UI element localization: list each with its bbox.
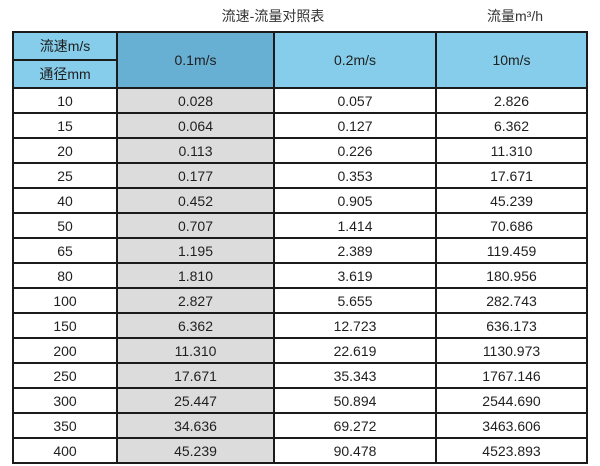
- table-row: 100 2.827 5.655 282.743: [12, 287, 588, 314]
- flow-value-cell: 5.655: [273, 287, 437, 314]
- flow-value-cell: 636.173: [435, 312, 588, 339]
- flow-value-cell: 2.827: [116, 287, 275, 314]
- table-row: 300 25.447 50.894 2544.690: [12, 387, 588, 414]
- flow-value-cell: 0.064: [116, 112, 275, 139]
- flow-value-cell: 2.826: [435, 87, 588, 114]
- flow-value-cell: 11.310: [435, 137, 588, 164]
- flow-value-cell: 1767.146: [435, 362, 588, 389]
- flow-value-cell: 3.619: [273, 262, 437, 289]
- flow-unit-label: 流量m³/h: [487, 8, 543, 24]
- flow-value-cell: 6.362: [435, 112, 588, 139]
- diameter-cell: 350: [12, 412, 118, 439]
- diameter-cell: 25: [12, 162, 118, 189]
- header-row-top: 流速m/s 0.1m/s 0.2m/s 10m/s: [12, 31, 588, 89]
- flow-value-cell: 119.459: [435, 237, 588, 264]
- flow-value-cell: 90.478: [273, 437, 437, 464]
- flow-value-cell: 0.057: [273, 87, 437, 114]
- flow-value-cell: 2.389: [273, 237, 437, 264]
- diameter-cell: 400: [12, 437, 118, 464]
- flow-value-cell: 11.310: [116, 337, 275, 364]
- diameter-cell: 10: [12, 87, 118, 114]
- flow-value-cell: 1130.973: [435, 337, 588, 364]
- diameter-cell: 150: [12, 312, 118, 339]
- flow-value-cell: 45.239: [116, 437, 275, 464]
- table-row: 350 34.636 69.272 3463.606: [12, 412, 588, 439]
- flow-value-cell: 0.905: [273, 187, 437, 214]
- flow-value-cell: 4523.893: [435, 437, 588, 464]
- diameter-cell: 80: [12, 262, 118, 289]
- table-row: 65 1.195 2.389 119.459: [12, 237, 588, 264]
- flow-value-cell: 45.239: [435, 187, 588, 214]
- table-row: 40 0.452 0.905 45.239: [12, 187, 588, 214]
- flow-value-cell: 3463.606: [435, 412, 588, 439]
- flow-value-cell: 0.028: [116, 87, 275, 114]
- diameter-cell: 15: [12, 112, 118, 139]
- table-row: 20 0.113 0.226 11.310: [12, 137, 588, 164]
- table-row: 80 1.810 3.619 180.956: [12, 262, 588, 289]
- flow-value-cell: 1.414: [273, 212, 437, 239]
- flow-rate-table: 流速m/s 0.1m/s 0.2m/s 10m/s 通径mm 10 0.028 0.…: [12, 31, 588, 464]
- flow-value-cell: 282.743: [435, 287, 588, 314]
- header-col-velocity-10: 10m/s: [435, 31, 588, 89]
- flow-value-cell: 180.956: [435, 262, 588, 289]
- flow-value-cell: 1.195: [116, 237, 275, 264]
- table-row: 200 11.310 22.619 1130.973: [12, 337, 588, 364]
- flow-value-cell: 6.362: [116, 312, 275, 339]
- flow-value-cell: 17.671: [116, 362, 275, 389]
- table-row: 250 17.671 35.343 1767.146: [12, 362, 588, 389]
- table-body: 10 0.028 0.057 2.826 15 0.064 0.127 6.362 20 0.11…: [12, 87, 588, 464]
- flow-value-cell: 1.810: [116, 262, 275, 289]
- table-row: 150 6.362 12.723 636.173: [12, 312, 588, 339]
- flow-value-cell: 69.272: [273, 412, 437, 439]
- table-row: 25 0.177 0.353 17.671: [12, 162, 588, 189]
- diameter-cell: 20: [12, 137, 118, 164]
- table-title: 流速-流量对照表: [221, 8, 325, 24]
- flow-value-cell: 50.894: [273, 387, 437, 414]
- table-row: 50 0.707 1.414 70.686: [12, 212, 588, 239]
- diameter-cell: 250: [12, 362, 118, 389]
- diameter-cell: 65: [12, 237, 118, 264]
- diameter-cell: 200: [12, 337, 118, 364]
- flow-value-cell: 2544.690: [435, 387, 588, 414]
- table-header: 流速m/s 0.1m/s 0.2m/s 10m/s 通径mm: [12, 31, 588, 89]
- table-row: 15 0.064 0.127 6.362: [12, 112, 588, 139]
- diameter-cell: 300: [12, 387, 118, 414]
- header-diameter-label: 通径mm: [12, 59, 118, 89]
- diameter-cell: 50: [12, 212, 118, 239]
- flow-value-cell: 25.447: [116, 387, 275, 414]
- header-velocity-label: 流速m/s: [12, 31, 118, 61]
- flow-value-cell: 0.452: [116, 187, 275, 214]
- diameter-cell: 100: [12, 287, 118, 314]
- flow-value-cell: 0.177: [116, 162, 275, 189]
- header-col-velocity-0-1: 0.1m/s: [116, 31, 275, 89]
- table-row: 10 0.028 0.057 2.826: [12, 87, 588, 114]
- flow-value-cell: 0.127: [273, 112, 437, 139]
- flow-value-cell: 0.113: [116, 137, 275, 164]
- header-row-bottom: 通径mm: [12, 59, 587, 89]
- flow-value-cell: 17.671: [435, 162, 588, 189]
- table-row: 400 45.239 90.478 4523.893: [12, 437, 588, 464]
- flow-value-cell: 70.686: [435, 212, 588, 239]
- page-header: 流速-流量对照表 流量m³/h: [0, 0, 600, 31]
- flow-value-cell: 22.619: [273, 337, 437, 364]
- flow-value-cell: 0.353: [273, 162, 437, 189]
- flow-value-cell: 12.723: [273, 312, 437, 339]
- flow-value-cell: 0.226: [273, 137, 437, 164]
- header-col-velocity-0-2: 0.2m/s: [273, 31, 437, 89]
- diameter-cell: 40: [12, 187, 118, 214]
- flow-value-cell: 35.343: [273, 362, 437, 389]
- flow-value-cell: 0.707: [116, 212, 275, 239]
- flow-value-cell: 34.636: [116, 412, 275, 439]
